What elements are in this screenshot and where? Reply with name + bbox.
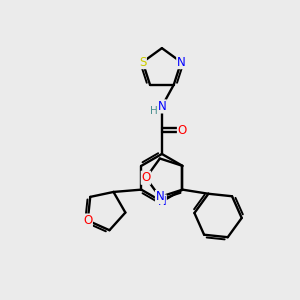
Text: N: N bbox=[177, 56, 185, 69]
Text: O: O bbox=[178, 124, 187, 137]
Text: O: O bbox=[83, 214, 92, 227]
Text: S: S bbox=[139, 56, 146, 69]
Text: O: O bbox=[141, 171, 151, 184]
Text: H: H bbox=[150, 106, 158, 116]
Text: N: N bbox=[155, 190, 164, 203]
Text: N: N bbox=[158, 100, 166, 113]
Text: N: N bbox=[158, 195, 166, 208]
